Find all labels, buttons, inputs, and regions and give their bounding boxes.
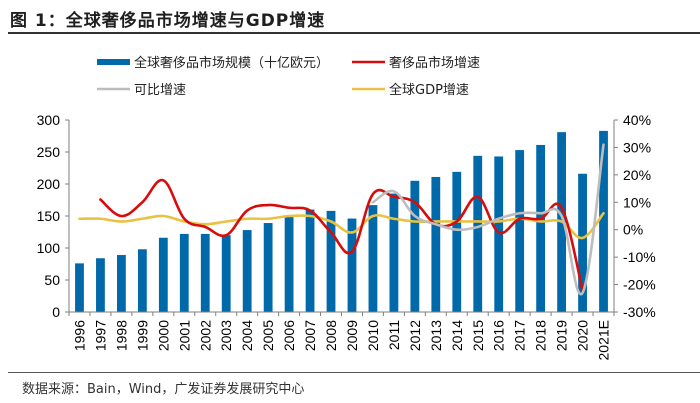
bar-1996 <box>75 263 84 312</box>
bars-group <box>75 130 608 312</box>
bar-2010 <box>368 205 378 312</box>
bar-2013 <box>431 176 441 312</box>
x-tick-label: 2007 <box>302 320 318 351</box>
bar-2018 <box>536 144 546 312</box>
right-tick-label: 40% <box>623 112 651 128</box>
x-tick-label: 2016 <box>491 320 507 351</box>
legend-market-size-label: 全球奢侈品市场规模（十亿欧元） <box>134 55 329 71</box>
legend-luxury-growth-label: 奢侈品市场增速 <box>389 55 480 71</box>
left-tick-label: 50 <box>44 272 60 288</box>
x-tick-label: 2020 <box>575 320 591 351</box>
bar-2011 <box>389 193 399 312</box>
legend-comparable-growth-label: 可比增速 <box>134 83 186 98</box>
x-tick-label: 1999 <box>134 320 150 351</box>
legend-luxury-growth: 奢侈品市场增速 <box>352 55 480 71</box>
bar-2016 <box>494 156 504 312</box>
x-tick-label: 2000 <box>155 320 171 351</box>
legend-comparable-growth-swatch <box>97 87 130 91</box>
legend-gdp-growth-swatch <box>352 87 385 91</box>
x-tick-label: 1997 <box>92 320 108 351</box>
bar-2002 <box>200 233 210 312</box>
bar-2017 <box>515 150 525 312</box>
legend-luxury-growth-swatch <box>352 60 385 64</box>
bar-2001 <box>179 233 189 312</box>
x-tick-label: 2002 <box>197 320 213 351</box>
bar-1997 <box>96 258 105 312</box>
bar-2006 <box>284 216 294 312</box>
left-tick-label: 150 <box>37 208 61 224</box>
right-tick-label: -20% <box>623 277 656 293</box>
right-tick-label: 30% <box>623 139 651 155</box>
bar-2012 <box>410 180 420 312</box>
x-tick-label: 1996 <box>71 320 87 351</box>
left-tick-label: 100 <box>37 240 61 256</box>
right-tick-label: 20% <box>623 167 651 183</box>
bar-2014 <box>452 171 462 312</box>
x-tick-label: 2001 <box>176 320 192 351</box>
legend-comparable-growth: 可比增速 <box>97 83 186 98</box>
legend-gdp-growth: 全球GDP增速 <box>352 82 469 98</box>
x-tick-label: 2015 <box>470 320 486 351</box>
legend-market-size-swatch <box>97 59 130 65</box>
bar-2000 <box>158 237 168 312</box>
bar-2009 <box>347 218 357 312</box>
right-tick-label: 10% <box>623 194 651 210</box>
figure-title: 图 1：全球奢侈品市场增速与GDP增速 <box>10 11 326 31</box>
x-tick-label: 2012 <box>407 320 423 351</box>
bar-2005 <box>263 223 273 312</box>
x-tick-label: 2014 <box>449 320 465 351</box>
left-tick-label: 200 <box>37 176 61 192</box>
legend-gdp-growth-label: 全球GDP增速 <box>389 82 469 98</box>
bar-2015 <box>473 155 483 312</box>
right-tick-label: -10% <box>623 249 656 265</box>
bar-2004 <box>242 230 252 312</box>
x-tick-label: 2010 <box>365 320 381 351</box>
bar-2021E <box>599 130 608 312</box>
axes-group: 0 50 100 150 200 250 300 -30% -20% -10% 0% 10% 20% 30… <box>37 112 656 360</box>
x-tick-label: 2009 <box>344 320 360 351</box>
bar-2020 <box>578 173 587 312</box>
left-tick-label: 250 <box>37 144 61 160</box>
line-luxury-growth <box>99 178 584 292</box>
x-tick-label: 2018 <box>533 320 549 351</box>
x-tick-label: 2011 <box>386 320 402 350</box>
x-tick-label: 2017 <box>512 320 528 351</box>
bar-2007 <box>305 209 315 312</box>
line-comparable-growth <box>371 143 605 296</box>
right-tick-label: -30% <box>623 304 656 320</box>
x-tick-label: 1998 <box>113 320 129 351</box>
left-tick-label: 300 <box>37 112 61 128</box>
legend-market-size: 全球奢侈品市场规模（十亿欧元） <box>97 55 329 71</box>
bar-1999 <box>137 249 147 312</box>
x-tick-label: 2019 <box>554 320 570 351</box>
x-tick-label: 2013 <box>428 320 444 351</box>
lines-group <box>78 143 605 296</box>
right-tick-label: 0% <box>623 222 643 238</box>
source-note: 数据来源：Bain，Wind，广发证券发展研究中心 <box>22 382 305 397</box>
bar-1998 <box>117 255 126 312</box>
title-rule <box>8 32 700 34</box>
bar-2008 <box>326 210 336 312</box>
source-rule <box>8 372 700 373</box>
x-tick-label: 2021E <box>596 320 612 360</box>
left-tick-label: 0 <box>52 304 60 320</box>
x-tick-label: 2005 <box>260 320 276 351</box>
x-tick-label: 2006 <box>281 320 297 351</box>
x-tick-label: 2003 <box>218 320 234 351</box>
bar-2003 <box>221 235 231 312</box>
x-tick-label: 2008 <box>323 320 339 351</box>
x-tick-label: 2004 <box>239 320 255 351</box>
